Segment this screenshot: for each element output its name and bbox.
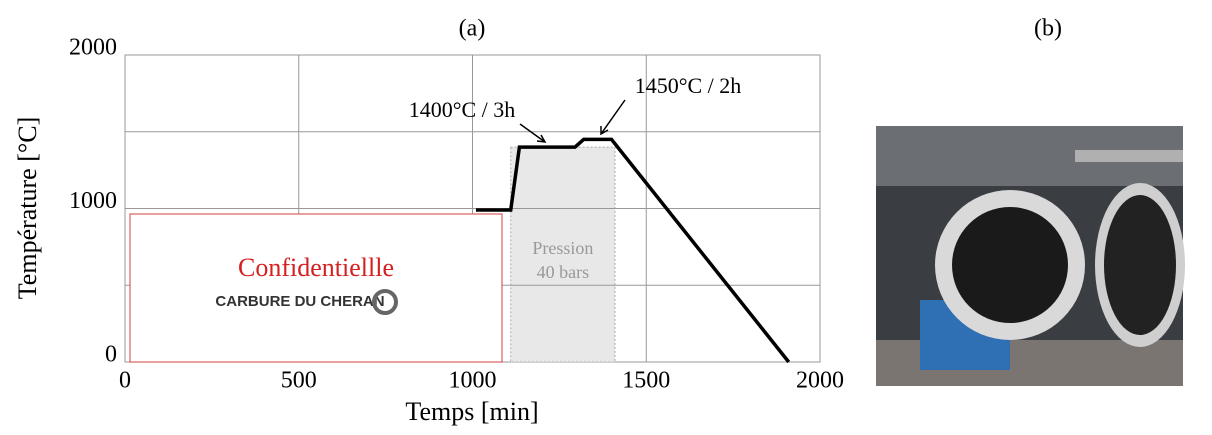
panel-label: (b) [1034,16,1062,42]
x-axis-label: Temps [min] [405,397,538,426]
annotation: 1450°C / 2h [635,73,742,98]
photo-opening [952,207,1068,323]
y-axis-label: Température [°C] [13,117,42,300]
panel-label: (a) [459,16,486,42]
y-tick-label: 2000 [69,35,117,61]
shaded-region [510,146,616,363]
overlay-box [129,213,503,363]
x-tick-label: 1500 [622,368,670,394]
overlay-text: Confidentiellle [238,253,394,282]
annotation-arrow [519,123,547,143]
photo-pipe [1075,150,1183,162]
annotation-arrow [600,99,626,136]
photo [876,126,1185,386]
photo-door-inner [1104,195,1176,335]
x-tick-label: 1000 [449,368,497,394]
y-tick-label: 0 [105,342,117,368]
x-tick-label: 2000 [796,368,844,394]
data-line [475,137,791,364]
y-tick-label: 1000 [69,188,117,214]
logo-icon [372,289,398,315]
x-tick-label: 0 [119,368,131,394]
region-label: Pression [532,238,593,258]
annotation: 1400°C / 3h [409,97,516,122]
overlay-logo: CARBURE DU CHERAN [215,293,384,310]
plot: Pression 40 bars 0 500 1000 1500 2000 0 1000 2000… [69,35,844,394]
region-label: 40 bars [537,262,590,282]
x-tick-label: 500 [281,368,317,394]
